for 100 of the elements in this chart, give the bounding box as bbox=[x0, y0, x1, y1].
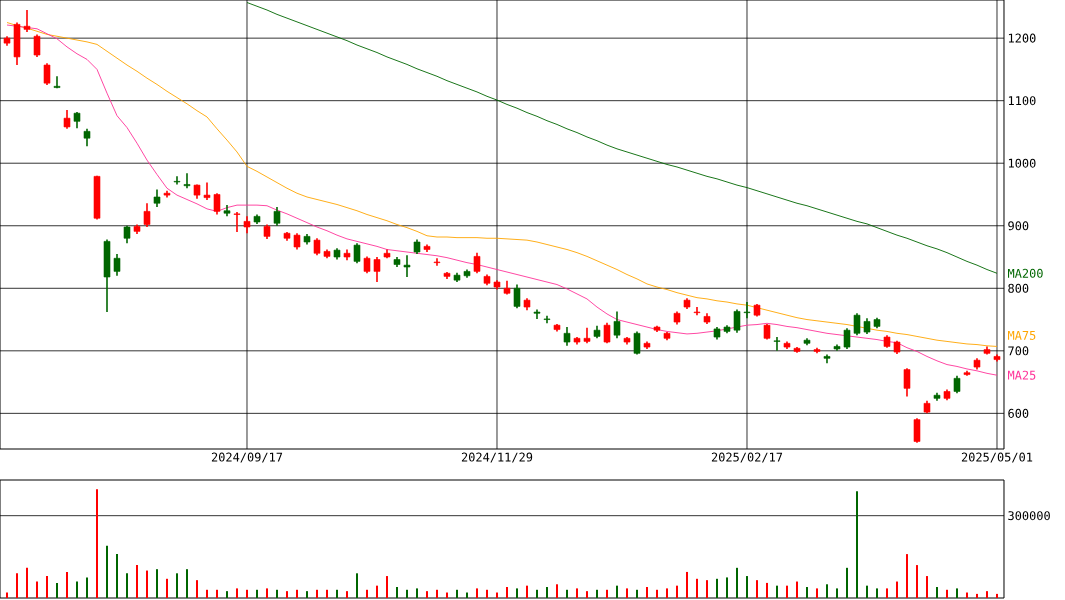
bar bbox=[995, 593, 998, 598]
bar bbox=[675, 585, 678, 598]
bar bbox=[985, 591, 988, 598]
bar bbox=[156, 569, 158, 598]
candlestick bbox=[143, 202, 151, 228]
bar bbox=[406, 589, 408, 598]
bar bbox=[306, 591, 308, 598]
candlestick bbox=[213, 192, 221, 216]
bar bbox=[895, 581, 898, 598]
bar bbox=[515, 588, 518, 598]
bar bbox=[625, 588, 628, 598]
bar bbox=[435, 589, 438, 598]
bar bbox=[26, 567, 28, 598]
candlestick bbox=[113, 253, 121, 277]
y-tick-label: 1200 bbox=[1008, 33, 1036, 43]
candlestick bbox=[613, 310, 621, 340]
candlestick bbox=[743, 301, 751, 320]
bar bbox=[805, 587, 808, 598]
candlestick bbox=[33, 33, 41, 58]
bar bbox=[595, 589, 598, 598]
candlestick bbox=[353, 242, 361, 265]
bar bbox=[146, 570, 148, 598]
candlestick bbox=[563, 326, 571, 347]
y-tick-label: 1000 bbox=[1008, 158, 1036, 168]
bar bbox=[475, 588, 478, 598]
bar bbox=[875, 588, 878, 598]
bar bbox=[575, 588, 578, 598]
bar bbox=[445, 592, 448, 598]
candlestick bbox=[433, 257, 441, 267]
series-label: MA75 bbox=[1008, 331, 1036, 340]
candlestick bbox=[203, 181, 211, 201]
bar bbox=[176, 573, 178, 598]
bar bbox=[715, 578, 718, 598]
bar bbox=[525, 585, 528, 598]
candlestick bbox=[63, 109, 71, 130]
bar bbox=[745, 576, 748, 598]
bar bbox=[925, 576, 928, 598]
candlestick bbox=[853, 312, 861, 336]
candlestick bbox=[233, 211, 241, 233]
bar bbox=[36, 581, 38, 598]
bar bbox=[136, 565, 138, 598]
bar bbox=[86, 577, 88, 598]
bar bbox=[366, 589, 368, 598]
bar bbox=[465, 592, 468, 598]
bar bbox=[755, 580, 758, 598]
bar bbox=[346, 591, 348, 598]
bar bbox=[106, 545, 108, 598]
bar bbox=[655, 589, 658, 598]
bar bbox=[166, 578, 168, 598]
bar bbox=[485, 589, 488, 598]
bar bbox=[246, 589, 248, 598]
candlestick bbox=[773, 336, 781, 352]
x-tick-label: 2025/05/01 bbox=[961, 452, 1033, 463]
bar bbox=[695, 578, 698, 598]
candlestick bbox=[273, 206, 281, 227]
bar bbox=[336, 589, 338, 598]
bar bbox=[236, 588, 238, 598]
bar bbox=[16, 573, 18, 598]
bar bbox=[885, 588, 888, 598]
bar bbox=[975, 593, 978, 598]
bar bbox=[605, 589, 608, 598]
bar bbox=[196, 580, 198, 598]
series-label: MA200 bbox=[1008, 268, 1043, 278]
y-tick-label: 700 bbox=[1008, 346, 1029, 356]
bar bbox=[815, 588, 818, 598]
x-tick-label: 2024/09/17 bbox=[211, 452, 283, 463]
bar bbox=[495, 592, 498, 598]
bar bbox=[955, 588, 958, 598]
bar bbox=[615, 585, 618, 598]
bar bbox=[705, 580, 708, 598]
candlestick bbox=[513, 283, 521, 310]
bar bbox=[96, 489, 98, 598]
bar bbox=[635, 589, 638, 598]
bar bbox=[845, 567, 848, 598]
candlestick bbox=[43, 62, 51, 86]
bar bbox=[545, 587, 548, 598]
bar bbox=[206, 589, 208, 598]
bar bbox=[785, 585, 788, 598]
bar bbox=[216, 589, 218, 598]
bar bbox=[775, 585, 778, 598]
y-tick-label: 1100 bbox=[1008, 96, 1036, 106]
candlestick bbox=[903, 367, 911, 398]
candlestick bbox=[913, 417, 921, 444]
candlestick bbox=[473, 251, 481, 275]
bar bbox=[735, 567, 738, 598]
bar bbox=[416, 588, 418, 598]
bar bbox=[66, 571, 68, 598]
bar bbox=[6, 592, 8, 598]
bar bbox=[935, 587, 938, 598]
bar bbox=[565, 589, 568, 598]
bar bbox=[256, 589, 258, 598]
bar bbox=[725, 577, 728, 598]
candlestick bbox=[173, 175, 181, 186]
y-tick-label: 600 bbox=[1008, 408, 1029, 418]
bar bbox=[326, 589, 328, 598]
bar bbox=[56, 582, 58, 598]
candlestick bbox=[53, 75, 61, 89]
bar bbox=[286, 591, 288, 598]
x-tick-label: 2024/11/29 bbox=[461, 452, 533, 463]
x-tick-label: 2025/02/17 bbox=[711, 452, 783, 463]
